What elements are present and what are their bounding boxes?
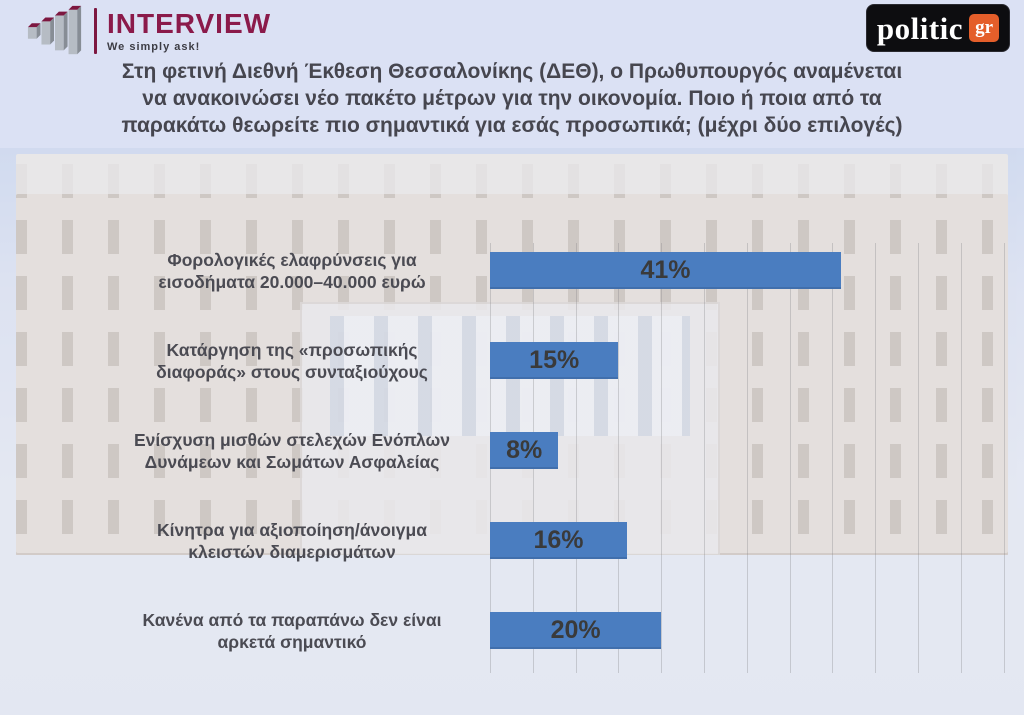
bar-value: 16% — [533, 526, 584, 554]
politic-logo-gr-badge: gr — [969, 14, 999, 42]
bar: 16% — [490, 522, 627, 559]
chart-row: Κανένα από τα παραπάνω δεν είναι αρκετά σ… — [0, 610, 1024, 652]
bar-label-line: Δυνάμεων και Σωμάτων Ασφαλείας — [144, 451, 440, 472]
politic-logo-text: politic — [876, 10, 964, 46]
gridline — [575, 243, 577, 673]
bar-label-line: Κανένα από τα παραπάνω δεν είναι — [142, 609, 442, 630]
logo-divider — [94, 8, 97, 54]
bar-label-line: Κίνητρα για αξιοποίηση/άνοιγμα — [157, 519, 427, 540]
bar-value: 15% — [529, 346, 580, 374]
question-line: να ανακοινώσει νέο πακέτο μέτρων για την… — [142, 87, 882, 110]
question-line: Στη φετινή Διεθνή Έκθεση Θεσσαλονίκης (Δ… — [121, 60, 903, 83]
bar-label-line: Φορολογικές ελαφρύνσεις για — [167, 249, 417, 270]
chart-row: Φορολογικές ελαφρύνσεις για εισοδήματα 20… — [0, 250, 1024, 292]
bar-label: Φορολογικές ελαφρύνσεις για εισοδήματα 20… — [104, 247, 480, 294]
gridline — [704, 243, 705, 673]
bar-label-line: διαφοράς» στους συνταξιούχους — [156, 361, 428, 382]
bar: 15% — [490, 342, 619, 379]
chart-row: Ενίσχυση μισθών στελεχών Ενόπλων Δυνάμεων… — [0, 430, 1024, 472]
bar: 8% — [490, 432, 559, 469]
bar-label: Κίνητρα για αξιοποίηση/άνοιγμα κλειστών δ… — [104, 517, 480, 564]
bar-label-line: Κατάργηση της «προσωπικής — [166, 339, 418, 360]
bar-value: 41% — [640, 256, 691, 284]
gridline — [918, 243, 919, 673]
bar-label: Ενίσχυση μισθών στελεχών Ενόπλων Δυνάμεων… — [104, 427, 480, 474]
gridline — [746, 243, 748, 673]
gridline — [1003, 243, 1005, 673]
bar-label-line: εισοδήματα 20.000–40.000 ευρώ — [158, 271, 426, 292]
bar-label: Κατάργηση της «προσωπικής διαφοράς» στους… — [104, 337, 480, 384]
gridline — [875, 243, 877, 673]
bar-value: 20% — [550, 616, 601, 644]
bar-label-line: Ενίσχυση μισθών στελεχών Ενόπλων — [134, 429, 450, 450]
bar-label-line: κλειστών διαμερισμάτων — [188, 541, 396, 562]
interview-logo-text: INTERVIEW — [107, 7, 272, 39]
question-line: παρακάτω θεωρείτε πιο σημαντικά για εσάς… — [121, 114, 903, 137]
bar-label-line: αρκετά σημαντικό — [217, 631, 367, 652]
chart-row: Κατάργηση της «προσωπικής διαφοράς» στους… — [0, 340, 1024, 382]
gridline — [832, 243, 834, 673]
politic-logo: politic gr — [865, 4, 1010, 52]
gridline — [960, 243, 962, 673]
chart-row: Κίνητρα για αξιοποίηση/άνοιγμα κλειστών δ… — [0, 520, 1024, 562]
question-title: Στη φετινή Διεθνή Έκθεση Θεσσαλονίκης (Δ… — [0, 58, 1024, 139]
bar-label: Κανένα από τα παραπάνω δεν είναι αρκετά σ… — [104, 607, 480, 654]
gridline — [661, 243, 663, 673]
interview-logo: INTERVIEW We simply ask! — [26, 5, 271, 57]
gridline — [618, 243, 620, 673]
bar-chart-logo-icon — [27, 5, 82, 55]
bar: 41% — [490, 252, 841, 289]
bar: 20% — [490, 612, 662, 649]
interview-logo-tagline: We simply ask! — [107, 40, 201, 53]
bar-value: 8% — [506, 436, 543, 464]
gridline — [789, 243, 791, 673]
